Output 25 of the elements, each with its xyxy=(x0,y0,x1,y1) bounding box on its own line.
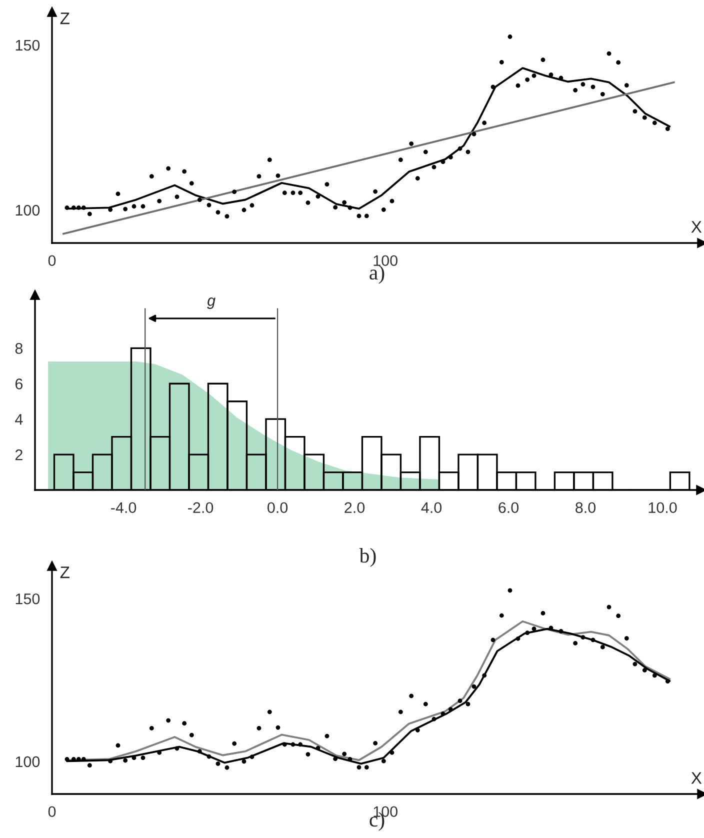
x-tick-label: 4.0 xyxy=(421,502,442,514)
text: a) xyxy=(370,265,384,284)
x-axis-title: X xyxy=(691,221,702,233)
y-tick-label: 2 xyxy=(15,449,22,460)
annotation: b) xyxy=(359,548,376,567)
x-tick-label: 6.0 xyxy=(498,502,519,514)
x-tick-label: 0 xyxy=(48,806,56,818)
x-tick-label: 10.0 xyxy=(648,502,677,514)
y-tick-label: 4 xyxy=(15,414,23,425)
y-tick-label: 150 xyxy=(16,593,40,604)
y-axis-title: Z xyxy=(60,566,70,578)
y-tick-label: 6 xyxy=(15,378,23,390)
y-tick-label: 8 xyxy=(15,343,23,354)
x-tick-label: 0 xyxy=(48,255,56,266)
y-axis-title: Z xyxy=(60,12,70,24)
x-tick-label: 2.0 xyxy=(344,502,365,514)
x-tick-label: 8.0 xyxy=(576,502,596,514)
x-axis-title: X xyxy=(691,772,702,784)
y-tick-label: 150 xyxy=(16,40,40,51)
x-tick-label: -4.0 xyxy=(111,502,136,514)
x-tick-label: -2.0 xyxy=(188,502,214,514)
y-tick-label: 100 xyxy=(16,204,40,216)
y-tick-label: 100 xyxy=(16,756,40,768)
x-tick-label: 0.0 xyxy=(268,502,288,514)
annotation: g xyxy=(207,298,216,309)
